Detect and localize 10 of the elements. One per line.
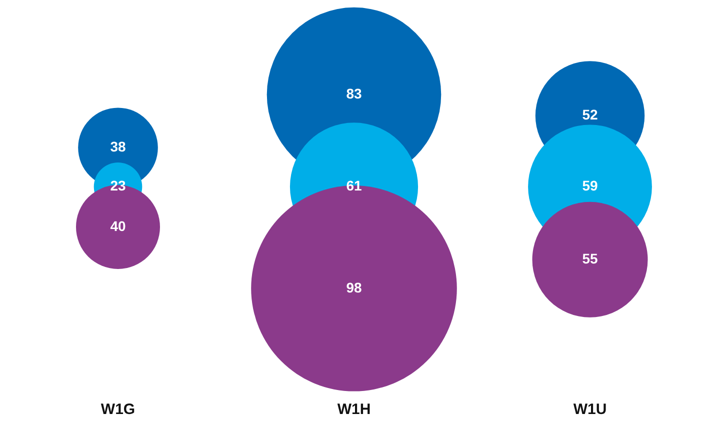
- data-label: 38: [110, 138, 126, 155]
- data-label: 59: [582, 178, 598, 194]
- data-label: 83: [346, 85, 362, 102]
- data-label: 52: [582, 106, 598, 123]
- data-label: 55: [582, 250, 598, 266]
- data-label: 40: [110, 218, 126, 234]
- category-label: W1U: [573, 401, 607, 418]
- category-label: W1G: [100, 401, 136, 418]
- data-label: 98: [346, 279, 362, 296]
- category-label: W1H: [337, 401, 371, 418]
